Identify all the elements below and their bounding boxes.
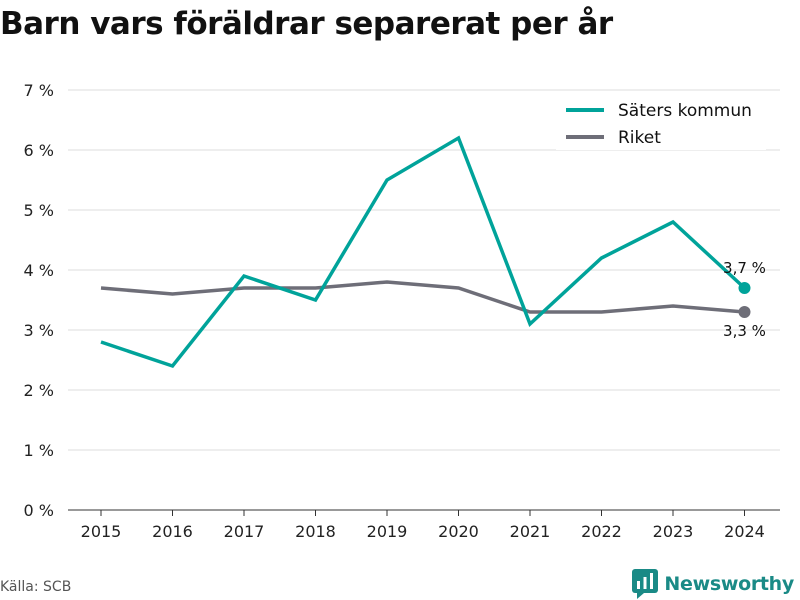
- y-tick-label: 2 %: [24, 381, 54, 400]
- series-lines: [101, 138, 751, 366]
- x-tick-label: 2016: [152, 522, 193, 541]
- newsworthy-logo-icon: [632, 569, 658, 599]
- x-tick-label: 2019: [367, 522, 408, 541]
- series-line-riket: [101, 282, 745, 312]
- end-label-riket: 3,3 %: [723, 322, 766, 340]
- x-tick-label: 2022: [581, 522, 622, 541]
- source-note: Källa: SCB: [0, 579, 71, 595]
- y-axis: 0 % 1 % 2 % 3 % 4 % 5 % 6 % 7 %: [24, 81, 54, 520]
- series-line-saters: [101, 138, 745, 366]
- legend-label-saters: Säters kommun: [618, 101, 752, 121]
- x-tick-label: 2024: [724, 522, 765, 541]
- legend: Säters kommun Riket: [556, 92, 766, 150]
- y-tick-label: 6 %: [24, 141, 54, 160]
- line-chart: 0 %1 %2 %3 %4 %5 %6 %7 % 2015 2016 2017 201…: [0, 0, 800, 600]
- end-label-saters: 3,7 %: [723, 259, 766, 277]
- x-tick-label: 2017: [224, 522, 265, 541]
- end-point-saters: [739, 282, 751, 294]
- y-tick-label: 0 %: [24, 501, 54, 520]
- x-tick-label: 2021: [510, 522, 551, 541]
- end-labels: 3,7 % 3,3 %: [723, 259, 766, 340]
- x-tick-label: 2023: [653, 522, 694, 541]
- legend-label-riket: Riket: [618, 128, 661, 148]
- brand-name: Newsworthy: [664, 573, 794, 595]
- y-tick-label: 3 %: [24, 321, 54, 340]
- x-tick-label: 2018: [295, 522, 336, 541]
- y-tick-label: 5 %: [24, 201, 54, 220]
- newsworthy-logo: Newsworthy: [632, 569, 794, 599]
- y-tick-label: 1 %: [24, 441, 54, 460]
- y-tick-label: 7 %: [24, 81, 54, 100]
- x-tick-label: 2015: [81, 522, 122, 541]
- y-tick-label: 4 %: [24, 261, 54, 280]
- x-axis: 2015 2016 2017 2018 2019 2020 2021 2022 2023 2024: [68, 510, 780, 541]
- end-point-riket: [739, 306, 751, 318]
- x-tick-label: 2020: [438, 522, 479, 541]
